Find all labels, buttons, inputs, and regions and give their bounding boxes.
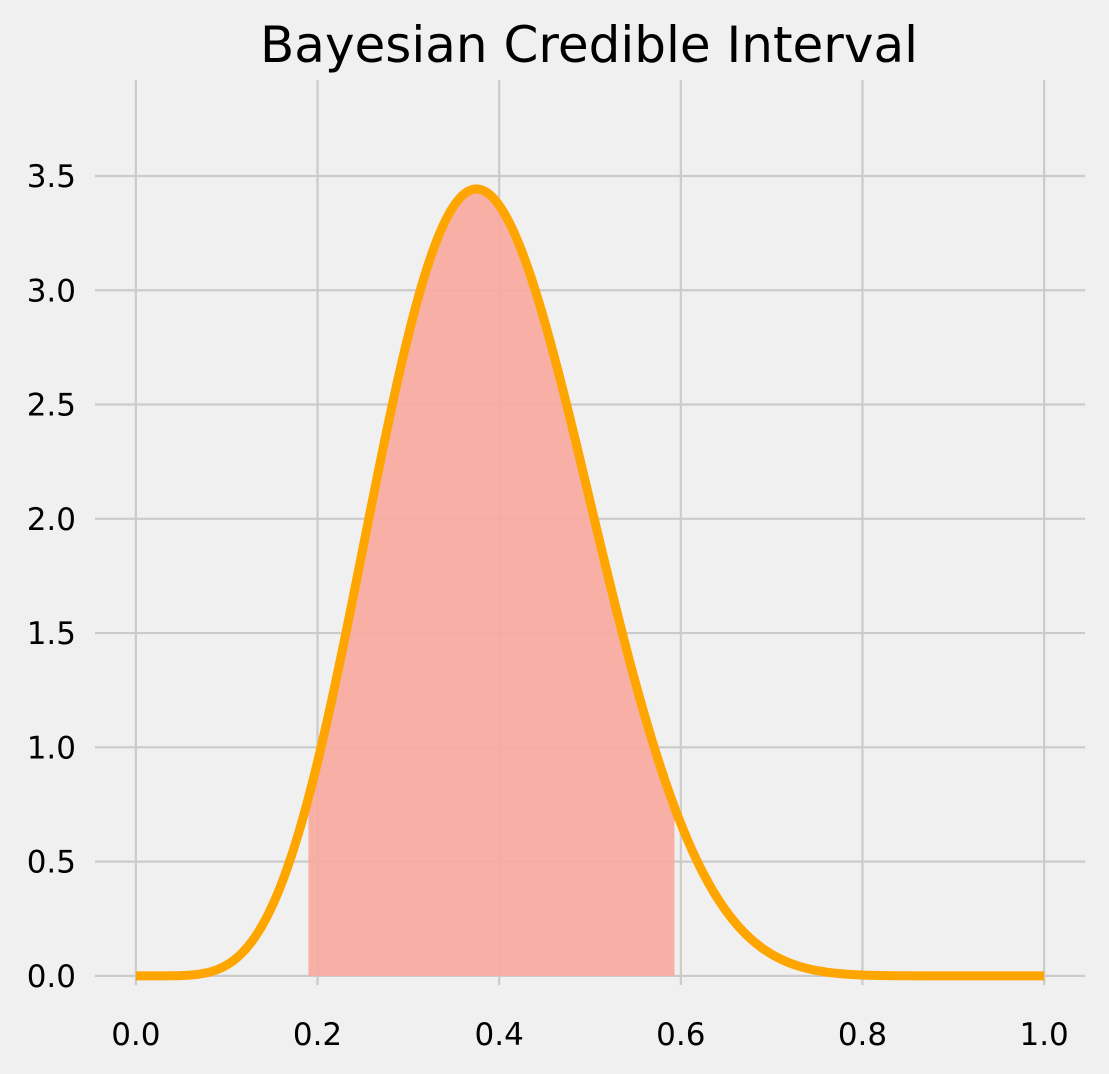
y-tick-label-2: 1.0 [27,730,76,766]
y-tick-label-4: 2.0 [27,502,76,538]
x-tick-label-4: 0.8 [838,1017,887,1053]
x-tick-label-2: 0.4 [475,1017,524,1053]
x-tick-label-3: 0.6 [656,1017,705,1053]
x-tick-label-0: 0.0 [111,1017,160,1053]
y-tick-label-3: 1.5 [27,616,76,652]
x-tick-label-1: 0.2 [293,1017,342,1053]
x-tick-label-5: 1.0 [1019,1017,1068,1053]
y-tick-label-0: 0.0 [27,959,76,995]
y-tick-label-5: 2.5 [27,388,76,424]
y-tick-label-1: 0.5 [27,845,76,881]
y-tick-label-7: 3.5 [27,159,76,195]
chart-title: Bayesian Credible Interval [260,16,918,74]
y-tick-label-6: 3.0 [27,273,76,309]
